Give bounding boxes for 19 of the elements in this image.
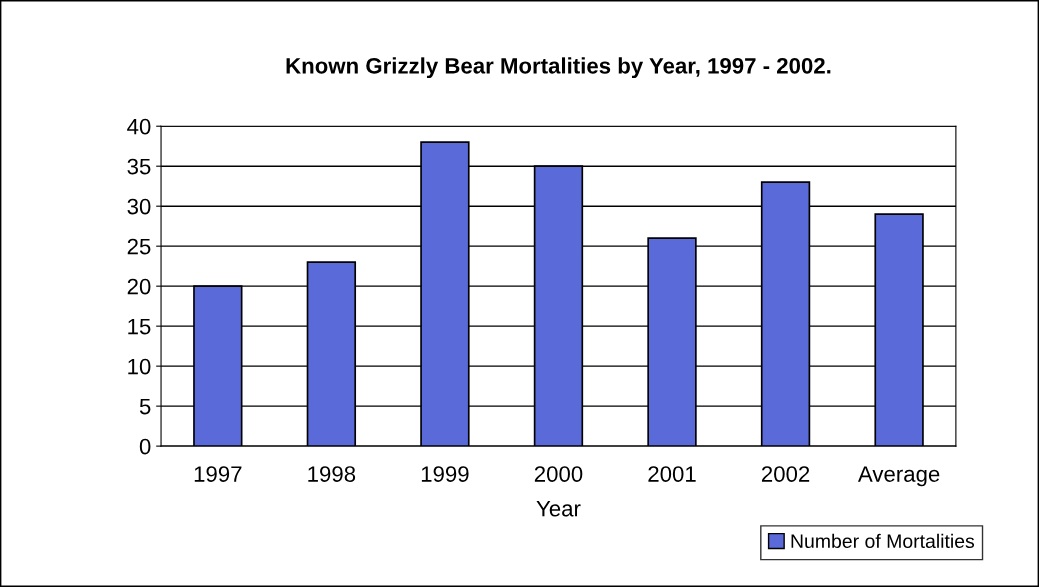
- x-tick-label: 1999: [421, 466, 469, 482]
- chart-title: Known Grizzly Bear Mortalities by Year, 1997 - 2002.: [286, 57, 831, 79]
- y-tick-label: 10: [128, 358, 151, 375]
- x-tick-label: 2000: [534, 466, 583, 482]
- x-tick-label: Average: [857, 466, 940, 487]
- y-tick-label: 35: [127, 158, 151, 175]
- y-tick-label: 30: [127, 198, 151, 215]
- x-axis-title: Year: [536, 500, 581, 517]
- y-tick-label: 0: [139, 438, 151, 455]
- legend-label: Number of Mortalities: [791, 533, 975, 549]
- y-tick-label: 15: [128, 318, 151, 335]
- y-tick-label: 40: [127, 118, 151, 135]
- y-tick-label: 25: [127, 238, 151, 255]
- y-tick-label: 5: [139, 398, 151, 415]
- x-tick-label: 1997: [194, 466, 242, 482]
- y-tick-label: 20: [127, 278, 151, 295]
- x-tick-label: 1998: [308, 466, 356, 482]
- x-tick-label: 2001: [648, 466, 696, 482]
- x-tick-label: 2002: [761, 466, 810, 482]
